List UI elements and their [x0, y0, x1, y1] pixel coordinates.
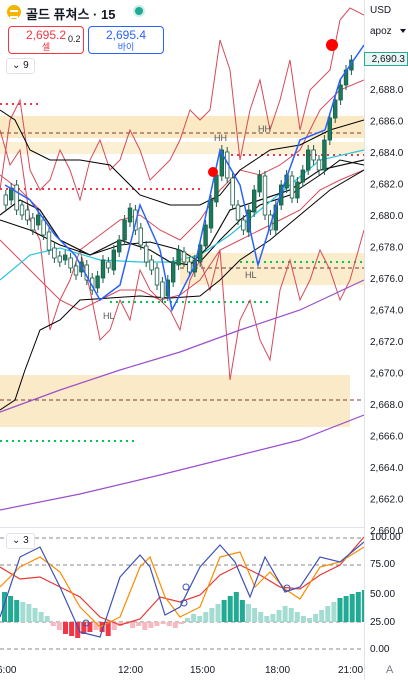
chevron-down-icon: ⌄: [12, 60, 21, 71]
signal-dots: [208, 39, 338, 177]
hl-marker-2: HL: [245, 270, 257, 280]
price-scale[interactable]: [364, 0, 408, 680]
scale-mode-dropdown[interactable]: apoz: [370, 26, 406, 37]
spread-value: 0.2: [68, 34, 81, 44]
market-open-dot: [135, 7, 143, 15]
oscillator-lines: [0, 536, 364, 638]
time-label: 6:00: [0, 665, 17, 676]
time-label: 12:00: [118, 665, 143, 676]
sell-label: 셀: [41, 42, 51, 52]
price-chart[interactable]: HH HH HL HL: [0, 0, 364, 526]
sell-button[interactable]: 2,695.2 셀: [8, 26, 84, 54]
time-label: 18:00: [265, 665, 290, 676]
chevron-down-icon: ⌄: [12, 535, 21, 546]
gold-futures-icon: [7, 5, 21, 19]
indicators-toggle[interactable]: ⌄ 9: [6, 58, 35, 74]
oscillator-count: 3: [23, 535, 29, 546]
hh-marker-1: HH: [214, 133, 227, 143]
momentum-histogram: [2, 590, 364, 638]
buy-label: 바이: [117, 42, 135, 52]
oscillator-toggle[interactable]: ⌄ 3: [6, 533, 35, 549]
indicator-count: 9: [23, 60, 29, 71]
time-axis: 6:00 12:00 15:00 18:00 21:00: [0, 665, 363, 676]
zigzag: [4, 44, 364, 313]
buy-button[interactable]: 2,695.4 바이: [88, 26, 164, 54]
oscillator-pane[interactable]: [0, 527, 364, 657]
auto-scale-icon[interactable]: A: [386, 664, 394, 676]
hh-marker-2: HH: [258, 124, 271, 134]
osc-signal-markers: [82, 583, 291, 627]
time-label: 21:00: [338, 665, 363, 676]
hl-marker-1: HL: [103, 311, 115, 321]
last-price-label: 2,690.3: [364, 52, 408, 66]
currency-label[interactable]: USD: [370, 5, 392, 16]
buy-price: 2,695.4: [105, 28, 147, 42]
envelope-bands: [0, 7, 364, 381]
chart-header: 골드 퓨쳐스 · 15: [0, 0, 364, 24]
moving-averages: [0, 149, 364, 511]
osc-levels: [0, 537, 364, 650]
time-label: 15:00: [190, 665, 215, 676]
symbol-title[interactable]: 골드 퓨쳐스 · 15: [26, 7, 116, 22]
sell-price: 2,695.2: [25, 28, 67, 42]
